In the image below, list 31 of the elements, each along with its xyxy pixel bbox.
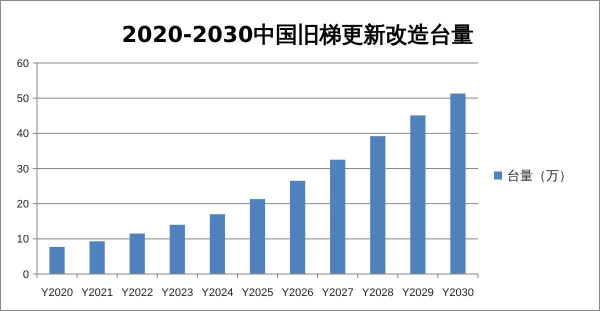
bar xyxy=(290,180,306,274)
x-tick-label: Y2020 xyxy=(41,287,73,299)
x-tick-label: Y2021 xyxy=(81,287,114,299)
x-tick-label: Y2027 xyxy=(322,287,354,299)
x-tick-label: Y2028 xyxy=(362,287,394,299)
bar xyxy=(330,160,346,274)
y-tick-label: 60 xyxy=(16,58,29,70)
bar xyxy=(90,241,105,274)
x-tick-label: Y2023 xyxy=(161,287,194,299)
bar xyxy=(170,224,185,274)
x-tick-label: Y2030 xyxy=(442,287,474,299)
y-tick-label: 0 xyxy=(22,268,29,281)
bar xyxy=(410,115,426,274)
chart-title: 2020-2030中国旧梯更新改造台量 xyxy=(122,22,474,48)
bar xyxy=(210,214,226,274)
y-tick-label: 10 xyxy=(16,234,29,246)
bar xyxy=(250,199,266,274)
x-tick-label: Y2022 xyxy=(121,287,154,299)
bar xyxy=(450,94,466,274)
legend-label: 台量（万） xyxy=(507,168,572,184)
y-tick-label: 40 xyxy=(16,128,29,140)
y-tick-label: 30 xyxy=(16,163,29,176)
bar xyxy=(49,246,65,274)
y-tick-label: 20 xyxy=(16,198,29,211)
x-tick-label: Y2029 xyxy=(402,287,434,299)
x-tick-label: Y2026 xyxy=(282,287,314,299)
bar xyxy=(370,136,386,274)
x-tick-label: Y2025 xyxy=(242,287,274,299)
y-tick-label: 50 xyxy=(16,93,29,106)
bar xyxy=(130,234,145,274)
x-tick-label: Y2024 xyxy=(202,287,234,299)
